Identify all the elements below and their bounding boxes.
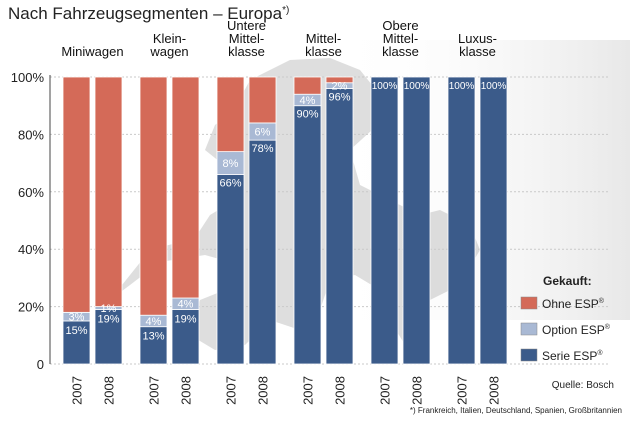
x-tick-label: 2007 [224, 376, 239, 405]
y-tick-label: 40% [18, 242, 44, 257]
data-label: 6% [255, 127, 271, 139]
data-label: 90% [296, 109, 318, 121]
legend-title: Gekauft: [543, 274, 592, 288]
bar-segment-serie-esp [402, 76, 431, 365]
data-label: 100% [404, 81, 430, 92]
x-tick-label: 2008 [179, 376, 194, 405]
data-label: 19% [97, 313, 119, 325]
data-label: 15% [65, 325, 87, 337]
x-tick-label: 2007 [70, 376, 85, 405]
group-label: Untere Mittel-klasse [227, 18, 266, 59]
x-tick-label: 2008 [487, 376, 502, 405]
footnote: *) Frankreich, Italien, Deutschland, Spa… [410, 406, 622, 415]
x-tick-label: 2008 [410, 376, 425, 405]
bars-layer [62, 76, 508, 365]
bar-segment-ohne-esp [248, 76, 277, 124]
bar-segment-ohne-esp [325, 76, 354, 84]
data-label: 13% [142, 331, 164, 343]
legend-swatch [520, 348, 538, 362]
y-tick-label: 20% [18, 300, 44, 315]
data-label: 19% [174, 313, 196, 325]
x-tick-label: 2008 [256, 376, 271, 405]
data-label: 3% [69, 312, 85, 324]
bar-segment-serie-esp [139, 326, 168, 365]
data-label: 4% [178, 299, 194, 311]
data-label: 2% [332, 81, 348, 93]
data-label: 100% [372, 81, 398, 92]
y-tick-label: 80% [18, 127, 44, 142]
bar-segment-serie-esp [293, 105, 322, 365]
data-label: 4% [146, 316, 162, 328]
bar-segment-ohne-esp [293, 76, 322, 95]
group-label: Klein-wagen [149, 31, 188, 59]
x-tick-label: 2008 [102, 376, 117, 405]
bar-segment-ohne-esp [216, 76, 245, 153]
bar-segment-serie-esp [216, 174, 245, 365]
y-tick-label: 60% [18, 185, 44, 200]
source-note: Quelle: Bosch [552, 380, 614, 391]
legend-label: Serie ESP® [542, 349, 603, 363]
data-label: 1% [101, 303, 117, 315]
group-labels: Miniwagen Klein-wagen Untere Mittel-klasse M… [61, 18, 497, 59]
x-tick-label: 2007 [147, 376, 162, 405]
legend-swatch [520, 322, 538, 336]
data-labels: 15%3% 19%1%13%4% 19%4%66%8%78%6%90%4% 96%2%… [65, 81, 506, 343]
bar-segment-ohne-esp [171, 76, 200, 299]
data-label: 100% [481, 81, 507, 92]
x-tick-label: 2007 [301, 376, 316, 405]
group-label: Mittel-klasse [305, 31, 342, 59]
bar-segment-serie-esp [370, 76, 399, 365]
bar-segment-serie-esp [325, 88, 354, 365]
bar-segment-ohne-esp [94, 76, 123, 308]
legend-swatch [520, 296, 538, 310]
legend-label: Ohne ESP® [542, 297, 605, 311]
data-label: 66% [219, 178, 241, 190]
chart-title: Nach Fahrzeugsegmenten – Europa*) [8, 4, 289, 23]
group-label: Obere Mittel-klasse [382, 18, 419, 59]
y-tick-label: 0 [37, 357, 44, 372]
bar-segment-ohne-esp [62, 76, 91, 313]
legend-label: Option ESP® [542, 323, 611, 337]
data-label: 4% [300, 95, 316, 107]
bar-segment-serie-esp [248, 139, 277, 365]
data-label: 8% [223, 158, 239, 170]
legend: Gekauft: Ohne ESP® Option ESP® Serie ESP® [520, 274, 611, 363]
x-axis: 2007 2008 2007 2008 2007 2008 2007 2008 2007 2008… [70, 376, 502, 405]
bar-segment-ohne-esp [139, 76, 168, 316]
data-label: 100% [449, 81, 475, 92]
bar-segment-serie-esp [62, 320, 91, 365]
y-axis: 0 20% 40% 60% 80% 100% [11, 70, 51, 372]
bar-segment-serie-esp [447, 76, 476, 365]
x-tick-label: 2008 [333, 376, 348, 405]
x-tick-label: 2007 [378, 376, 393, 405]
group-label: Luxus-klasse [458, 31, 497, 59]
data-label: 96% [328, 91, 350, 103]
data-label: 78% [251, 143, 273, 155]
bar-segment-serie-esp [479, 76, 508, 365]
x-tick-label: 2007 [455, 376, 470, 405]
y-tick-label: 100% [11, 70, 45, 85]
group-label: Miniwagen [61, 44, 123, 59]
bar-segment-serie-esp [171, 309, 200, 365]
